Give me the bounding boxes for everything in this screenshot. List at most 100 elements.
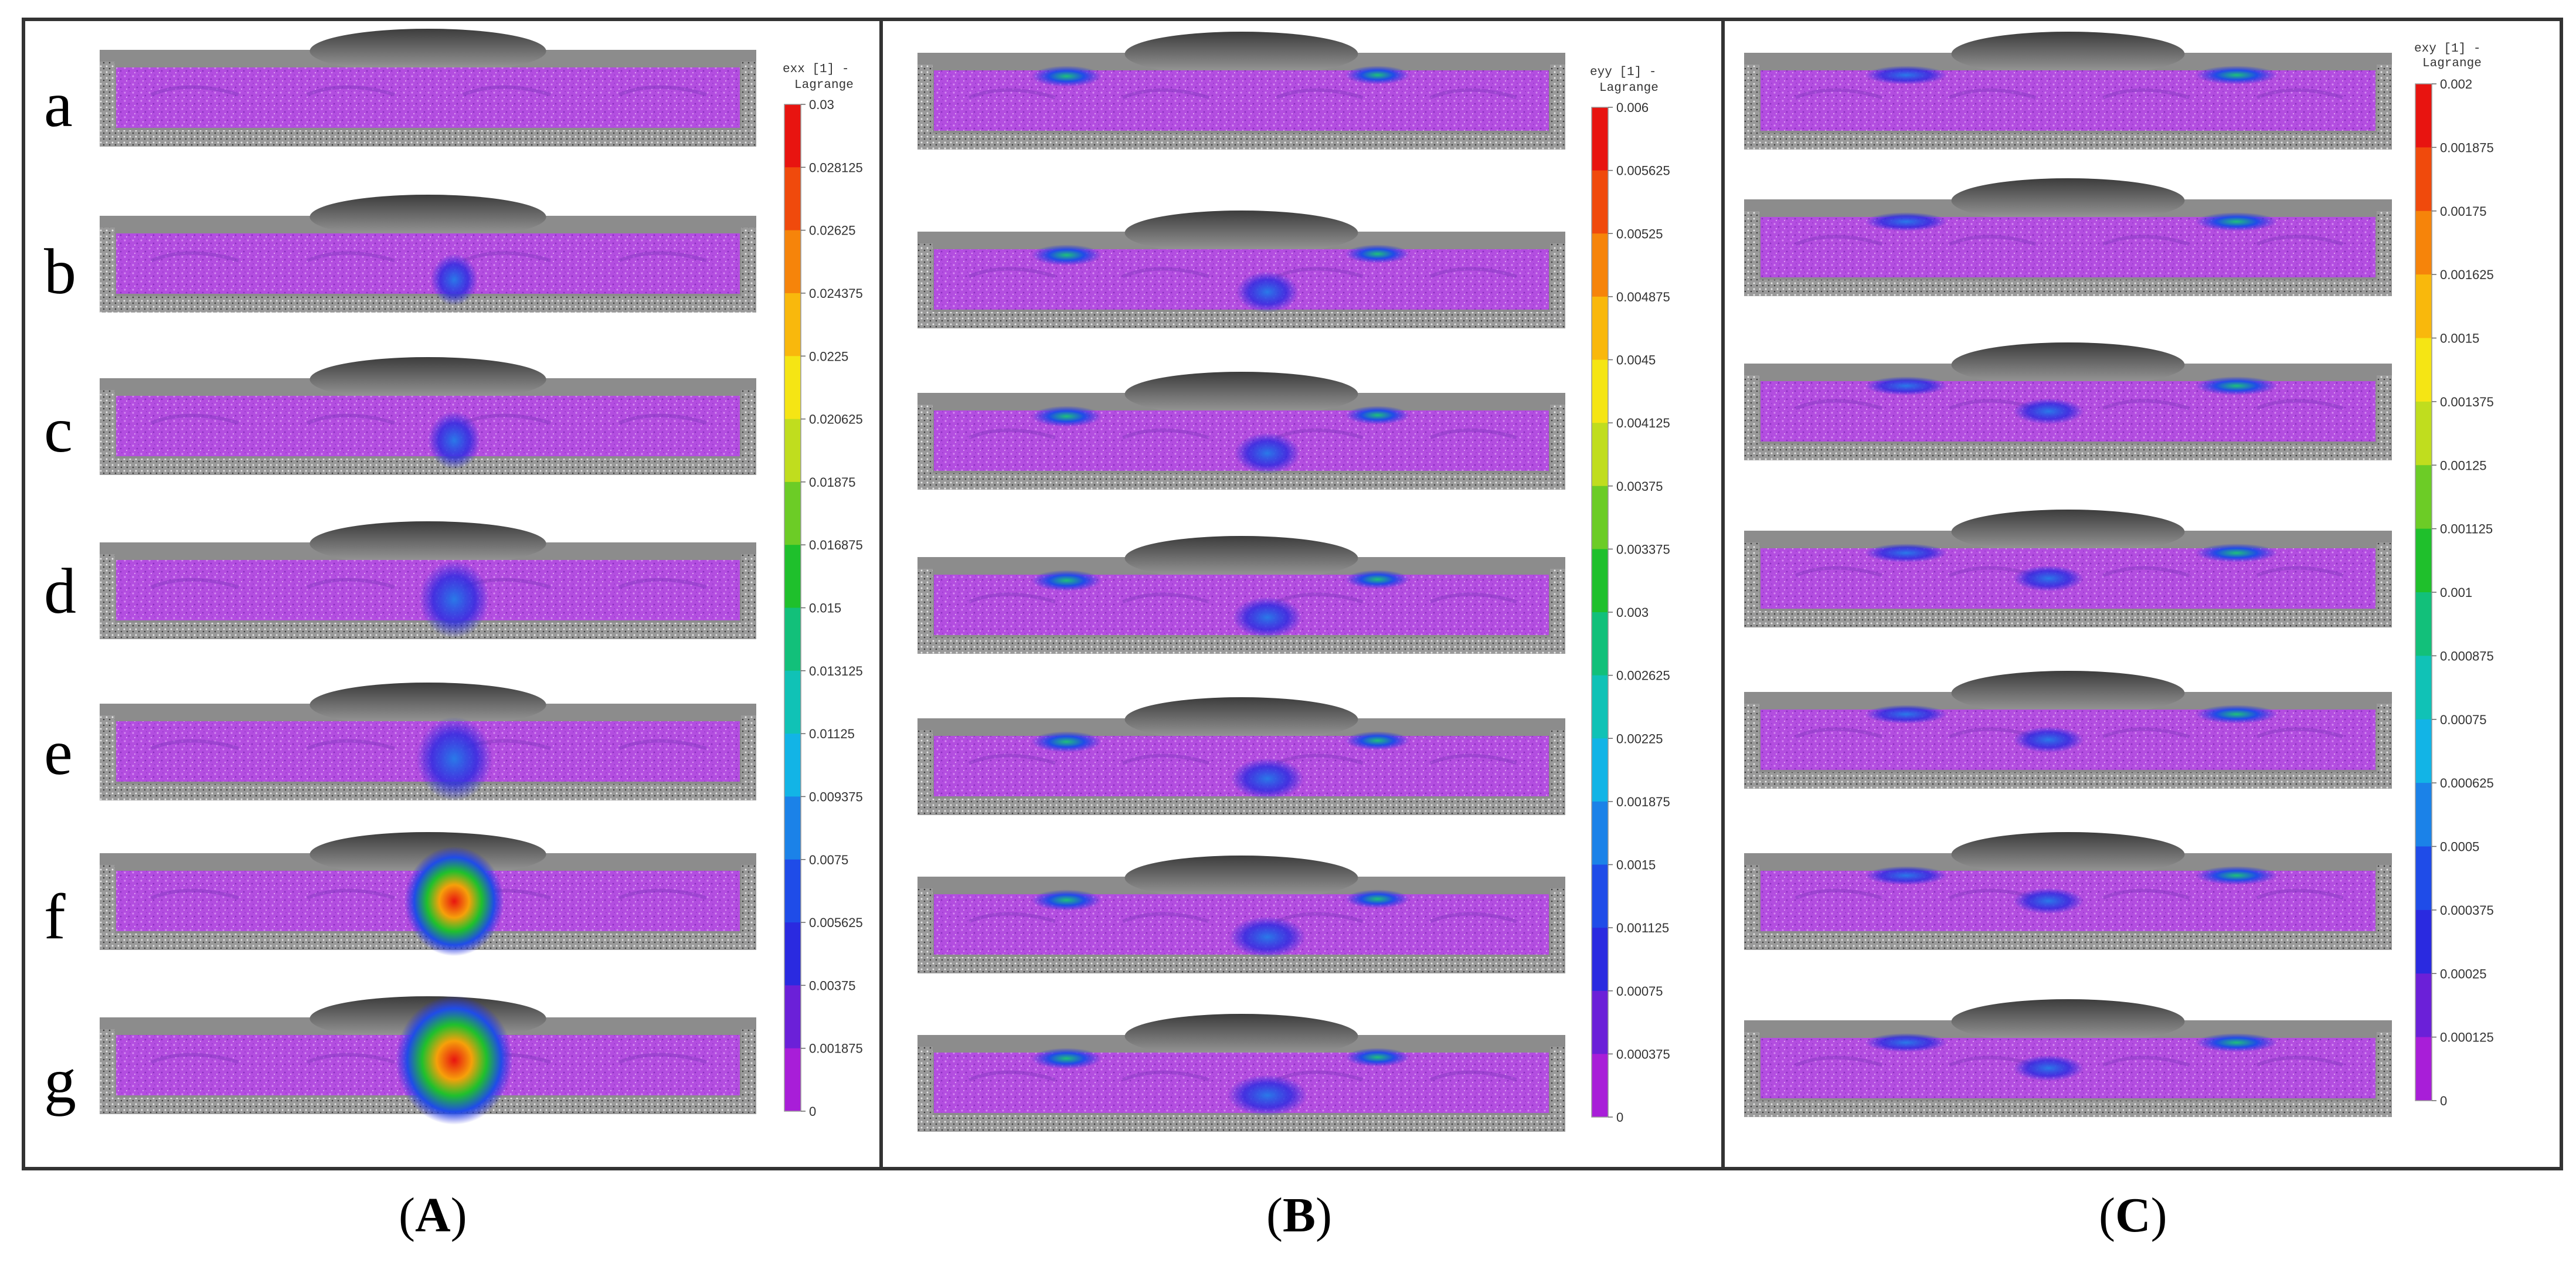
strain-hotspot — [419, 561, 490, 638]
fabric-wave — [1795, 888, 1882, 900]
colorbar-segment — [784, 985, 801, 1049]
specimen-strip-e — [100, 683, 756, 801]
fabric-wave — [2102, 888, 2190, 900]
colorbar-tick-label: 0 — [2440, 1094, 2447, 1108]
strip-grit-band — [917, 799, 1565, 815]
fabric-wave — [1429, 88, 1517, 100]
colorbar-tick-label: 0.00175 — [2440, 204, 2487, 219]
colorbar-segment — [2415, 401, 2432, 466]
colorbar-tick-label: 0.0225 — [809, 349, 848, 364]
roller-shape — [1951, 510, 2185, 554]
strip-left-grip — [100, 62, 115, 135]
strip-right-grip — [2377, 375, 2392, 449]
fabric-wave — [2102, 727, 2190, 739]
colorbar-segment — [2415, 84, 2432, 148]
panel-c-border — [1721, 18, 2563, 1170]
fabric-wave — [2102, 235, 2190, 246]
colorbar-tick-label: 0.00525 — [1616, 226, 1663, 241]
colorbar-segment — [1592, 549, 1608, 613]
strip-right-grip — [2377, 211, 2392, 284]
strip-grit-band — [917, 312, 1565, 328]
colorbar-tick-label: 0.01875 — [809, 475, 856, 490]
colorbar-segment — [2415, 1037, 2432, 1101]
strain-hotspot — [2013, 727, 2084, 753]
roller-shape — [1951, 32, 2185, 76]
specimen-strip-d — [1744, 510, 2392, 627]
colorbar-segment — [784, 670, 801, 734]
roller-shape — [1124, 856, 1358, 900]
fabric-wave — [306, 739, 395, 751]
colorbar-tick-label: 0.028125 — [809, 160, 863, 175]
strip-right-grip — [2377, 704, 2392, 777]
strain-hotspot — [1345, 1048, 1410, 1067]
fabric-wave — [1429, 267, 1517, 279]
strip-left-grip — [917, 65, 933, 138]
fabric-wave — [1122, 1070, 1209, 1082]
fabric-wave — [1122, 428, 1209, 440]
colorbar-segment — [1592, 1054, 1608, 1118]
colorbar-segment — [1592, 675, 1608, 739]
colorbar-segment — [2415, 147, 2432, 212]
specimen-strip-b — [1744, 178, 2392, 296]
colorbar-tick-label: 0.015 — [809, 601, 841, 616]
strip-left-grip — [917, 730, 933, 803]
strain-hotspot — [1031, 245, 1102, 266]
strain-hotspot — [1865, 544, 1948, 562]
colorbar-tick-label: 0.004875 — [1616, 290, 1670, 304]
fabric-wave — [968, 754, 1056, 765]
fabric-wave — [462, 251, 551, 263]
strain-hotspot — [416, 717, 492, 801]
colorbar-segment — [2415, 783, 2432, 847]
fabric-wave — [306, 1053, 395, 1064]
colorbar-segment — [1592, 170, 1608, 234]
colorbar-segment — [1592, 233, 1608, 297]
strip-right-grip — [741, 390, 756, 463]
colorbar-tick-label: 0.0045 — [1616, 353, 1656, 368]
colorbar-segment — [784, 419, 801, 483]
strip-left-grip — [1744, 211, 1759, 284]
strain-hotspot — [2195, 66, 2278, 84]
colorbar-segment — [1592, 359, 1608, 423]
colorbar-segment — [784, 607, 801, 671]
fabric-wave — [306, 578, 395, 589]
fabric-wave — [618, 413, 707, 425]
strip-left-grip — [100, 390, 115, 463]
strip-left-grip — [917, 405, 933, 478]
colorbar-tick-label: 0.013125 — [809, 664, 863, 678]
roller-shape — [1951, 342, 2185, 387]
strain-hotspot — [1031, 890, 1102, 911]
colorbar-segment — [2415, 846, 2432, 911]
caption-a: (A) — [399, 1188, 467, 1243]
colorbar-segment — [784, 104, 801, 168]
fabric-wave — [150, 413, 239, 425]
colorbar-tick-label: 0.00125 — [2440, 458, 2487, 473]
strip-left-grip — [1744, 1032, 1759, 1105]
colorbar-segment — [784, 356, 801, 420]
strain-hotspot — [1231, 758, 1304, 799]
fabric-wave — [1429, 592, 1517, 604]
specimen-strip-a — [100, 29, 756, 147]
colorbar-tick-label: 0.03 — [809, 97, 834, 112]
strain-hotspot — [1031, 731, 1102, 752]
strain-hotspot — [2013, 565, 2084, 592]
colorbar-segment — [1592, 990, 1608, 1054]
strip-grit-band — [1744, 1101, 2392, 1117]
fabric-wave — [968, 1070, 1056, 1082]
fabric-wave — [618, 888, 707, 900]
roller-shape — [1951, 178, 2185, 223]
colorbar-segment — [1592, 864, 1608, 928]
colorbar-segment — [2415, 592, 2432, 656]
fabric-wave — [618, 578, 707, 589]
colorbar-tick-label: 0.0075 — [809, 853, 848, 867]
fabric-wave — [2102, 399, 2190, 410]
colorbar-tick-label: 0.024375 — [809, 286, 863, 301]
panel-a-colorbar: exx [1] - Lagrange 0.03 0.028125 0.02625 0.… — [783, 63, 863, 1119]
fabric-wave — [2256, 88, 2344, 100]
colorbar-tick-label: 0.005625 — [1616, 164, 1670, 178]
caption-c: (C) — [2099, 1188, 2167, 1243]
strip-grit-band — [100, 296, 756, 313]
strain-hotspot — [1031, 406, 1102, 427]
colorbar-tick-label: 0.001875 — [809, 1041, 863, 1056]
roller-shape — [310, 357, 546, 402]
colorbar-tick-label: 0.000875 — [2440, 649, 2494, 663]
